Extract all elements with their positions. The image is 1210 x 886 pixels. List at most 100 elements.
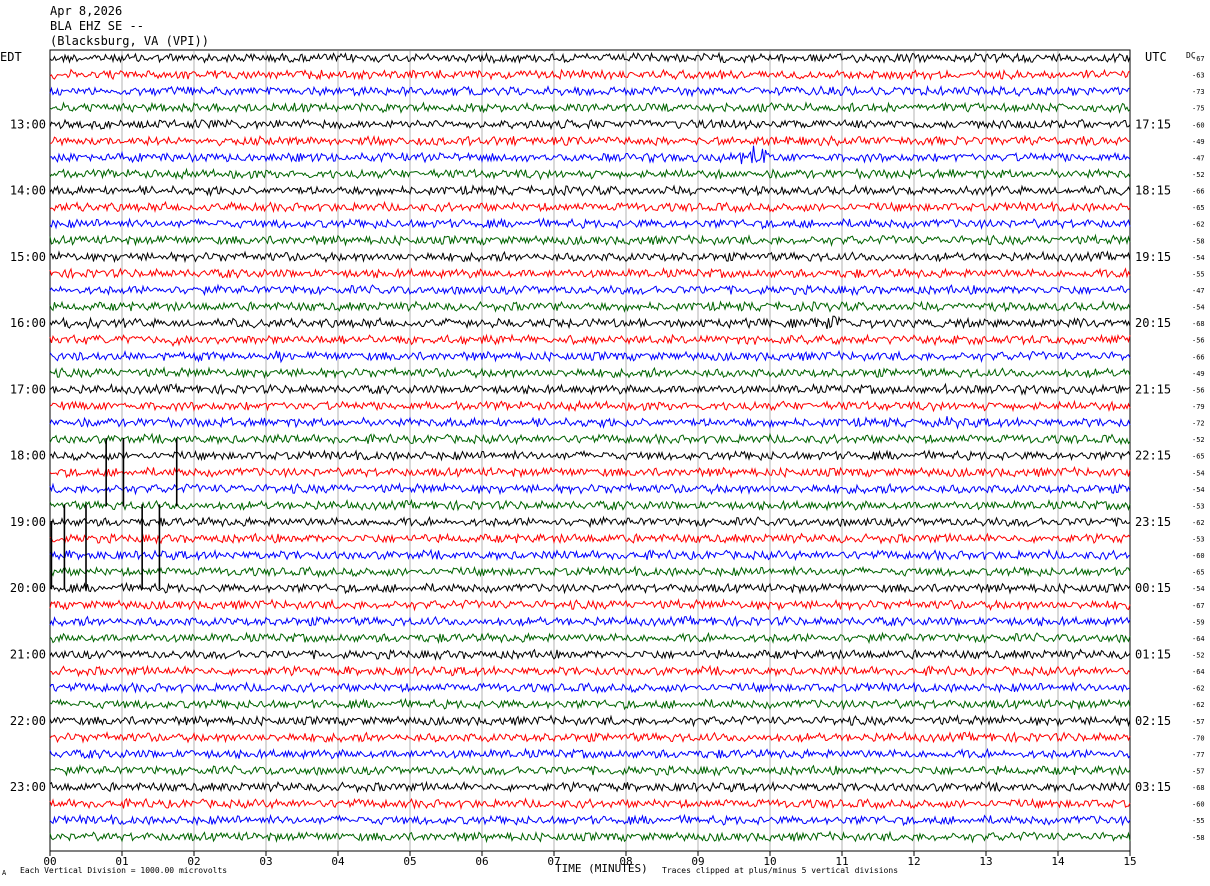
dc-offset-label: -56 — [1192, 337, 1205, 345]
trace-42 — [49, 747, 1131, 761]
left-hour-label: 23:00 — [10, 780, 46, 794]
x-tick-label: 15 — [1123, 855, 1136, 868]
dc-offset-label: -49 — [1192, 370, 1205, 378]
trace-10 — [49, 217, 1131, 230]
left-hour-label: 19:00 — [10, 515, 46, 529]
x-tick-label: 12 — [907, 855, 920, 868]
dc-offset-label: -65 — [1192, 569, 1205, 577]
trace-36 — [49, 648, 1131, 661]
dc-offset-label: -53 — [1192, 536, 1205, 544]
trace-21 — [49, 399, 1131, 413]
x-tick-label: 11 — [835, 855, 848, 868]
trace-2 — [49, 85, 1131, 98]
trace-35 — [49, 631, 1131, 645]
dc-offset-label: -59 — [1192, 618, 1205, 626]
trace-25 — [49, 465, 1131, 479]
x-tick-label: 09 — [691, 855, 704, 868]
dc-offset-label: -57 — [1192, 718, 1205, 726]
trace-15 — [49, 300, 1131, 313]
trace-33 — [49, 598, 1131, 612]
dc-offset-label: -66 — [1192, 353, 1205, 361]
right-hour-label: 17:15 — [1135, 117, 1171, 131]
dc-offset-label: -65 — [1192, 204, 1205, 212]
dc-offset-label: -60 — [1192, 801, 1205, 809]
dc-offset-label: -54 — [1192, 254, 1205, 262]
trace-1 — [49, 68, 1131, 81]
dc-offset-label: -64 — [1192, 635, 1205, 643]
trace-22 — [49, 416, 1131, 430]
dc-offset-label: -54 — [1192, 304, 1205, 312]
dc-offset-label: -72 — [1192, 420, 1205, 428]
trace-27 — [49, 498, 1131, 512]
right-hour-label: 18:15 — [1135, 184, 1171, 198]
trace-9 — [49, 200, 1131, 214]
trace-0 — [49, 51, 1131, 65]
left-hour-label: 20:00 — [10, 581, 46, 595]
trace-23 — [49, 432, 1131, 446]
dc-offset-label: -52 — [1192, 171, 1205, 179]
right-hour-label: 20:15 — [1135, 316, 1171, 330]
plot-frame — [49, 49, 1131, 852]
x-tick-label: 02 — [187, 855, 200, 868]
dc-offset-label: -57 — [1192, 768, 1205, 776]
clip-note: Traces clipped at plus/minus 5 vertical … — [662, 866, 899, 875]
dc-offset-label: -58 — [1192, 834, 1205, 842]
trace-11 — [49, 233, 1131, 248]
trace-41 — [49, 730, 1131, 744]
right-hour-label: 23:15 — [1135, 515, 1171, 529]
x-tick-label: 04 — [331, 855, 345, 868]
right-hour-label: 19:15 — [1135, 250, 1171, 264]
left-hour-label: 15:00 — [10, 250, 46, 264]
dc-offset-label: -68 — [1192, 784, 1205, 792]
x-tick-label: 06 — [475, 855, 488, 868]
trace-6 — [49, 145, 1131, 165]
dc-offset-label: -75 — [1192, 105, 1205, 113]
left-hour-label: 22:00 — [10, 714, 46, 728]
dc-offset-label: -65 — [1192, 453, 1205, 461]
dc-offset-label: -64 — [1192, 668, 1205, 676]
dc-offset-label: -47 — [1192, 287, 1205, 295]
trace-46 — [49, 813, 1131, 827]
trace-47 — [49, 830, 1131, 844]
right-hour-label: 03:15 — [1135, 780, 1171, 794]
right-hour-label: 02:15 — [1135, 714, 1171, 728]
trace-18 — [49, 349, 1131, 364]
trace-28 — [49, 515, 1131, 529]
dc-offset-label: -62 — [1192, 685, 1205, 693]
header-date: Apr 8,2026 — [50, 4, 123, 18]
trace-12 — [49, 250, 1131, 264]
dc-offset-label: -68 — [1192, 320, 1205, 328]
dc-offset-label: -54 — [1192, 469, 1205, 477]
x-tick-label: 13 — [979, 855, 992, 868]
trace-39 — [49, 697, 1131, 711]
right-hour-label: 22:15 — [1135, 449, 1171, 463]
trace-38 — [49, 681, 1131, 695]
trace-32 — [49, 581, 1131, 595]
dc-offset-label: -49 — [1192, 138, 1205, 146]
dc-offset-label: -63 — [1192, 72, 1205, 80]
left-hour-label: 16:00 — [10, 316, 46, 330]
trace-44 — [49, 780, 1131, 794]
dc-offset-label: -62 — [1192, 221, 1205, 229]
dc-offset-label: -67 — [1192, 602, 1205, 610]
dc-offset-label: -54 — [1192, 486, 1205, 494]
dc-offset-label: -47 — [1192, 154, 1205, 162]
trace-34 — [49, 614, 1131, 628]
trace-37 — [49, 664, 1131, 678]
x-tick-label: 08 — [619, 855, 632, 868]
trace-26 — [49, 482, 1131, 496]
dc-offset-label: -60 — [1192, 552, 1205, 560]
right-hour-label: 01:15 — [1135, 648, 1171, 662]
header-station: BLA EHZ SE -- — [50, 19, 144, 33]
trace-3 — [49, 101, 1131, 114]
trace-19 — [49, 366, 1131, 380]
x-tick-label: 05 — [403, 855, 416, 868]
dc-offset-label: -58 — [1192, 237, 1205, 245]
left-hour-label: 13:00 — [10, 117, 46, 131]
dc-offset-label: -62 — [1192, 701, 1205, 709]
trace-43 — [49, 764, 1131, 777]
trace-45 — [49, 797, 1131, 811]
x-tick-label: 10 — [763, 855, 776, 868]
x-tick-label: 01 — [115, 855, 128, 868]
dc-offset-label: -60 — [1192, 121, 1205, 129]
